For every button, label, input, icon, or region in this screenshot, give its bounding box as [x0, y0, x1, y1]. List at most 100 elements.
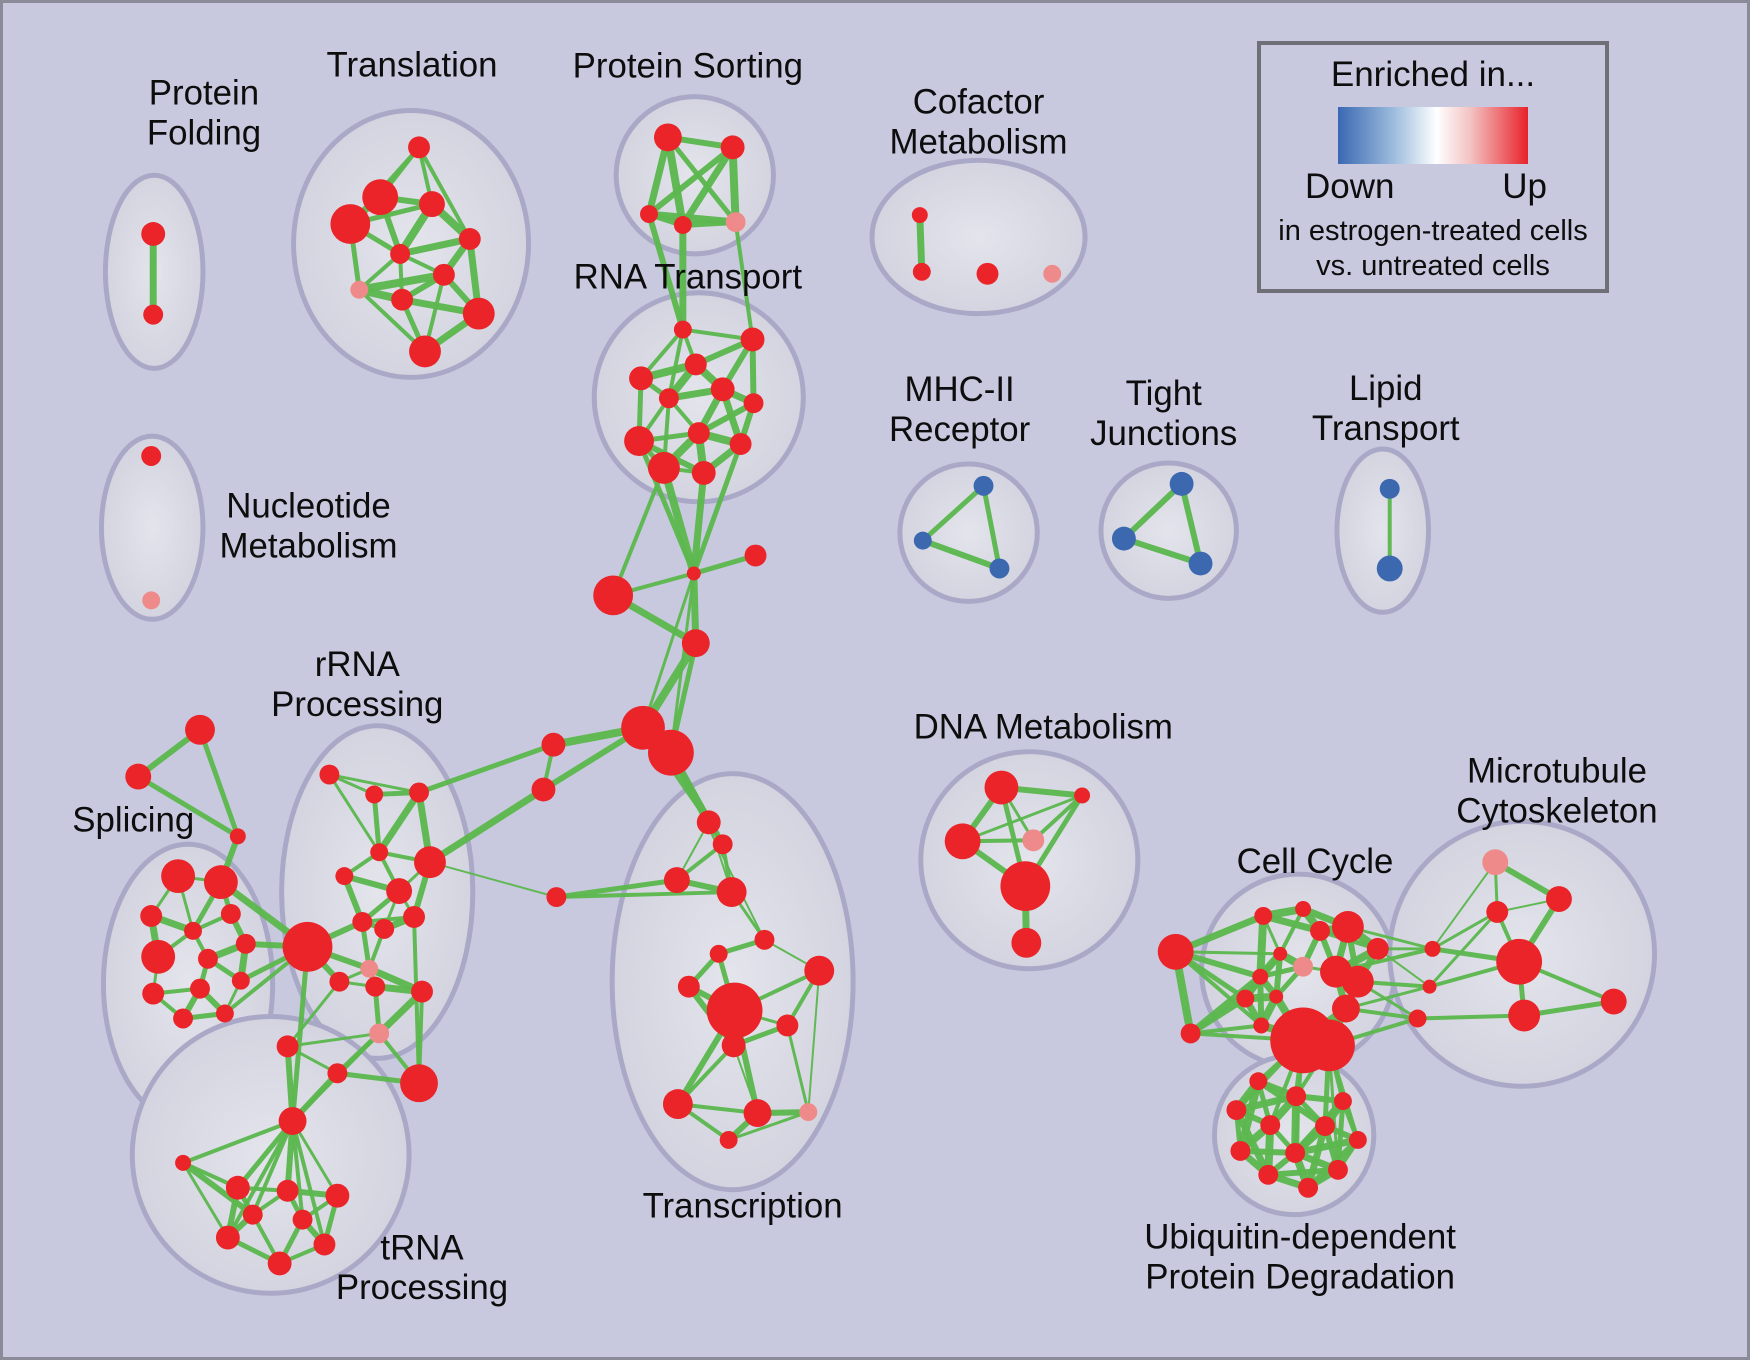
node-rt4 [629, 366, 653, 391]
node-rrH [282, 921, 333, 972]
cluster-shape-lp [1334, 446, 1432, 615]
node-rr18 [400, 1064, 438, 1103]
node-ub1 [1249, 1072, 1268, 1091]
node-tx8 [677, 975, 700, 998]
node-sp7 [198, 948, 218, 969]
node-sp2 [203, 865, 238, 900]
edge-tnH-tnL [181, 1119, 295, 1165]
node-dn5 [1000, 861, 1051, 911]
edge-cn1-mtP [1431, 861, 1497, 950]
edge-cnK-tx3 [553, 877, 680, 900]
edge-ps5-rt2 [733, 220, 755, 342]
node-tnL [175, 1154, 192, 1171]
cluster-label-pf: Protein Folding [147, 74, 261, 153]
edge-ps2-ps5 [728, 143, 740, 227]
node-dn3 [944, 823, 981, 860]
node-cn2 [1422, 979, 1437, 994]
edge-rt9-cnA [636, 438, 697, 576]
node-ps1 [653, 123, 682, 152]
node-tj1 [1169, 471, 1194, 496]
edge-tnH-tn1 [235, 1118, 296, 1191]
edge-tj1-tj2 [1120, 480, 1185, 542]
cluster-shape-nm [98, 433, 206, 622]
edge-ps2-ps3 [646, 144, 736, 218]
node-sp11 [231, 971, 250, 990]
node-cnB [744, 544, 767, 567]
legend-caption: in estrogen-treated cells vs. untreated … [1261, 214, 1605, 284]
edge-ub4-ub2 [1232, 1092, 1300, 1114]
edge-cn2-cc15 [1344, 985, 1432, 1011]
node-cnH [531, 777, 556, 802]
node-nm1 [141, 446, 162, 466]
edge-tnL-tn7 [180, 1159, 256, 1218]
edge-ub12-ub6 [1304, 1122, 1329, 1192]
edge-tg1-tg3 [197, 727, 241, 839]
node-pf2 [143, 304, 164, 325]
node-cc1 [1180, 1023, 1201, 1044]
edge-rr3-rr4 [375, 789, 423, 856]
node-rr1 [319, 764, 340, 785]
cluster-label-cf: Cofactor Metabolism [890, 83, 1068, 162]
edge-cc3-cc8 [1278, 906, 1306, 956]
edge-rr2-rr4 [371, 792, 382, 855]
node-dn1 [984, 770, 1019, 805]
edge-cn2-mt2 [1428, 910, 1499, 989]
node-cf1 [911, 207, 928, 224]
cluster-label-lp: Lipid Transport [1312, 369, 1460, 448]
node-ub11 [1327, 1159, 1348, 1180]
node-tx12 [743, 1099, 772, 1128]
node-mh1 [973, 475, 994, 496]
node-cc15 [1331, 994, 1360, 1023]
node-cc2 [1254, 906, 1273, 925]
node-tn6 [267, 1251, 292, 1276]
node-tn7 [242, 1204, 263, 1225]
edge-tnH-tn5 [290, 1119, 327, 1247]
node-sp10 [190, 978, 210, 999]
edge-tnL-tn4 [181, 1161, 230, 1240]
node-pf1 [141, 222, 166, 246]
node-tr9 [391, 288, 414, 311]
edge-tr8-tr7 [355, 270, 448, 294]
edge-ub7-ub9 [1291, 1136, 1362, 1157]
node-cnC [593, 575, 634, 616]
edge-tr5-tr6 [396, 235, 474, 258]
edge-rr1-rr3 [327, 773, 421, 794]
edge-rt12-cnA [690, 469, 708, 577]
node-ub2 [1286, 1086, 1307, 1107]
edge-tnH-rrH [290, 944, 311, 1124]
node-ub4 [1226, 1100, 1247, 1121]
cluster-label-mh: MHC-II Receptor [889, 370, 1031, 449]
node-mt4 [1600, 988, 1627, 1015]
node-rt12 [691, 460, 716, 485]
node-cn1 [1424, 940, 1441, 957]
node-dn2 [1074, 787, 1091, 804]
edge-tx13-tx9 [785, 1023, 810, 1114]
edge-tj2-tj3 [1120, 535, 1204, 567]
node-cc5 [1331, 910, 1364, 943]
legend-title: Enriched in... [1330, 55, 1536, 94]
node-ps5 [725, 212, 746, 232]
edge-ps3-rt1 [646, 211, 686, 333]
node-tx3 [663, 867, 690, 894]
node-rr7 [352, 911, 373, 932]
node-tx1 [696, 810, 721, 835]
cluster-label-tx: Transcription [643, 1187, 843, 1226]
node-mh2 [913, 531, 932, 550]
node-rt10 [729, 433, 752, 455]
node-ub5 [1260, 1115, 1281, 1135]
node-ub6 [1315, 1116, 1335, 1136]
edge-cf1-cf2 [916, 211, 926, 276]
node-sp12 [173, 1008, 194, 1029]
edge-cn1-mt2 [1431, 910, 1499, 951]
legend-scale: Down Up [1261, 164, 1605, 207]
node-sp3 [140, 905, 163, 927]
node-tx5 [709, 944, 728, 963]
node-mt2 [1486, 901, 1509, 923]
edge-ps1-ps4 [663, 133, 687, 229]
node-tx2 [712, 834, 733, 855]
node-cnK [546, 887, 567, 907]
cluster-label-mt: Microtubule Cytoskeleton [1456, 752, 1657, 831]
node-tx9 [776, 1014, 799, 1037]
node-rr14 [414, 846, 446, 879]
node-cc14 [1341, 965, 1374, 998]
